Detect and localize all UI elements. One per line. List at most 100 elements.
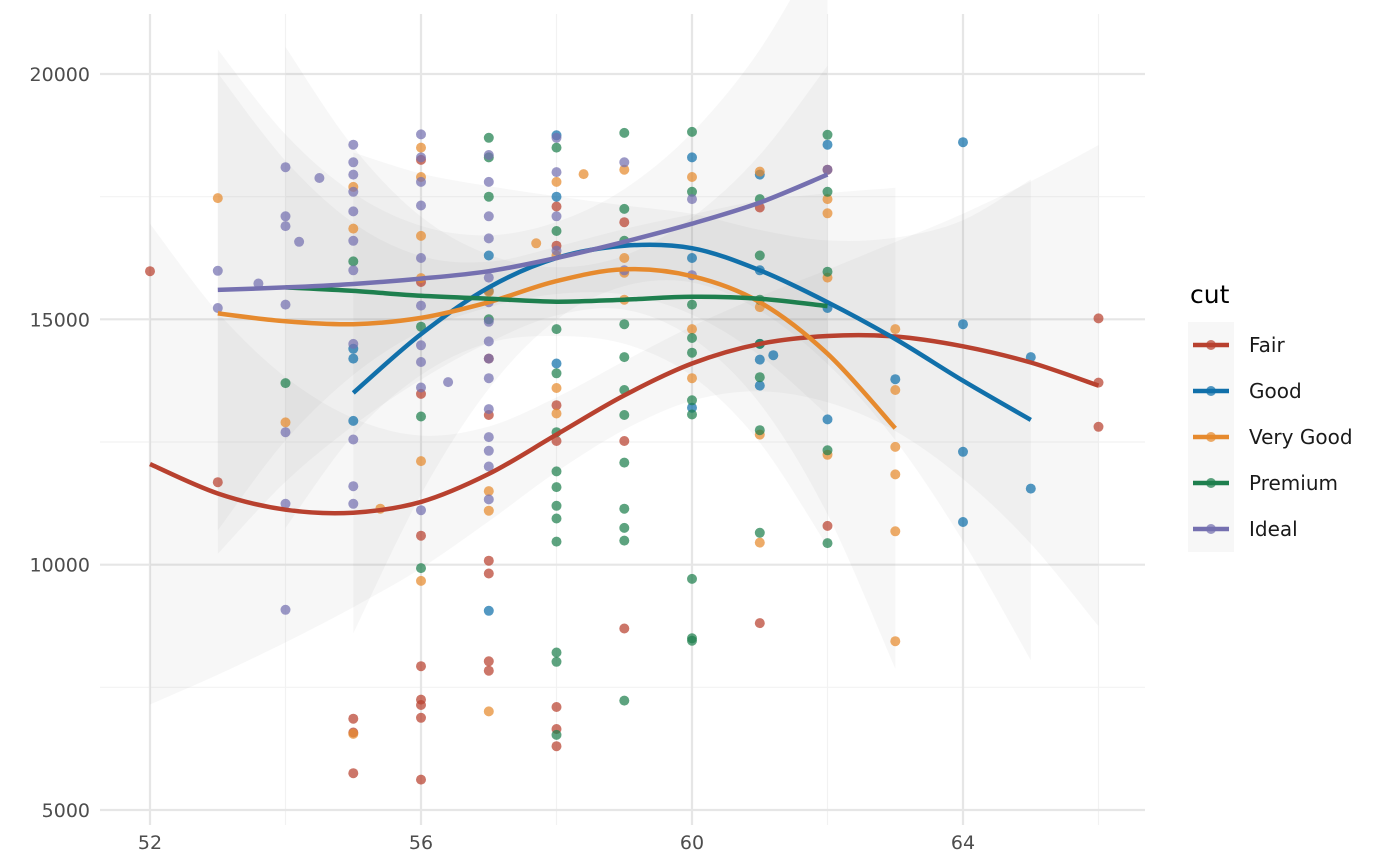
data-point [890,636,901,647]
data-point [822,445,833,456]
data-point [551,245,562,256]
data-point [822,208,833,219]
data-point [822,129,833,140]
data-point [822,164,833,175]
data-point [348,256,359,267]
data-point [619,164,630,175]
points-ideal [212,129,833,615]
data-point [348,713,359,724]
data-point [551,201,562,212]
data-point [551,536,562,547]
data-point [754,372,765,383]
data-point [280,162,291,173]
data-point [212,303,223,313]
data-point [416,340,426,351]
data-point [551,383,562,393]
data-point [551,656,562,667]
data-point [890,526,901,537]
data-point [551,142,562,153]
legend-key-point [1206,478,1216,488]
trend-lines [149,172,1100,516]
data-point [483,432,494,443]
data-point [416,253,426,263]
confidence-band-very-good [217,73,896,669]
y-tick-label: 20000 [30,64,90,86]
data-point [551,741,562,752]
data-point [619,253,630,263]
data-point [212,265,223,276]
data-point [280,378,291,389]
data-point [619,503,630,514]
data-point [551,500,562,511]
data-point [416,142,426,153]
data-point [416,230,426,241]
legend-label: Premium [1249,471,1338,495]
data-point [958,517,968,527]
data-point [619,457,630,468]
data-point [687,373,697,384]
data-point [890,324,901,335]
data-point [483,233,494,244]
data-point [483,665,494,676]
data-point [483,706,494,717]
data-point [1093,421,1104,432]
data-point [348,434,359,445]
data-point [348,139,359,150]
confidence-band-premium [285,47,828,547]
data-point [483,494,494,505]
y-axis-ticks: 5000 10000 15000 20000 [30,64,90,822]
data-point [348,728,359,739]
data-point [619,535,630,546]
data-point [890,441,901,452]
data-point [619,319,630,330]
data-point [822,538,833,549]
data-point [416,200,426,211]
data-point [890,469,901,480]
data-point [416,661,426,672]
data-point [416,563,426,574]
data-point [348,498,359,509]
data-point [687,347,697,358]
confidence-band-fair [150,145,1099,705]
data-point [754,527,765,538]
data-point [687,152,697,163]
data-point [687,253,697,263]
data-point [619,522,630,533]
trend-line-fair [149,332,1100,516]
data-point [687,635,697,646]
data-point [619,157,630,168]
data-point [551,482,562,493]
data-point [822,186,833,197]
legend-item-premium: Premium [1193,471,1338,495]
data-point [212,193,223,204]
legend-key-point [1206,524,1216,534]
data-point [551,358,562,369]
x-axis-ticks: 52 56 60 64 [138,832,975,854]
data-point [551,211,562,222]
data-point [551,167,562,178]
data-point [483,211,494,222]
data-point [619,127,630,138]
data-point [280,604,291,615]
data-point [483,445,494,456]
data-point [416,300,426,311]
data-point [551,408,562,419]
data-point [416,382,426,393]
data-point [822,414,833,425]
data-point [619,436,630,446]
data-point [754,166,765,177]
data-point [483,461,494,472]
data-point [416,774,426,785]
x-tick-label: 56 [409,832,433,854]
data-point [348,186,359,197]
data-point [890,374,901,385]
data-point [416,530,426,541]
data-point [348,353,359,364]
data-point [348,415,359,426]
data-point [754,354,765,365]
data-point [348,206,359,217]
legend-items: Fair Good Very Good Premium Ideal [1193,333,1353,541]
data-point [551,513,562,524]
data-point [416,411,426,422]
data-point [483,605,494,616]
